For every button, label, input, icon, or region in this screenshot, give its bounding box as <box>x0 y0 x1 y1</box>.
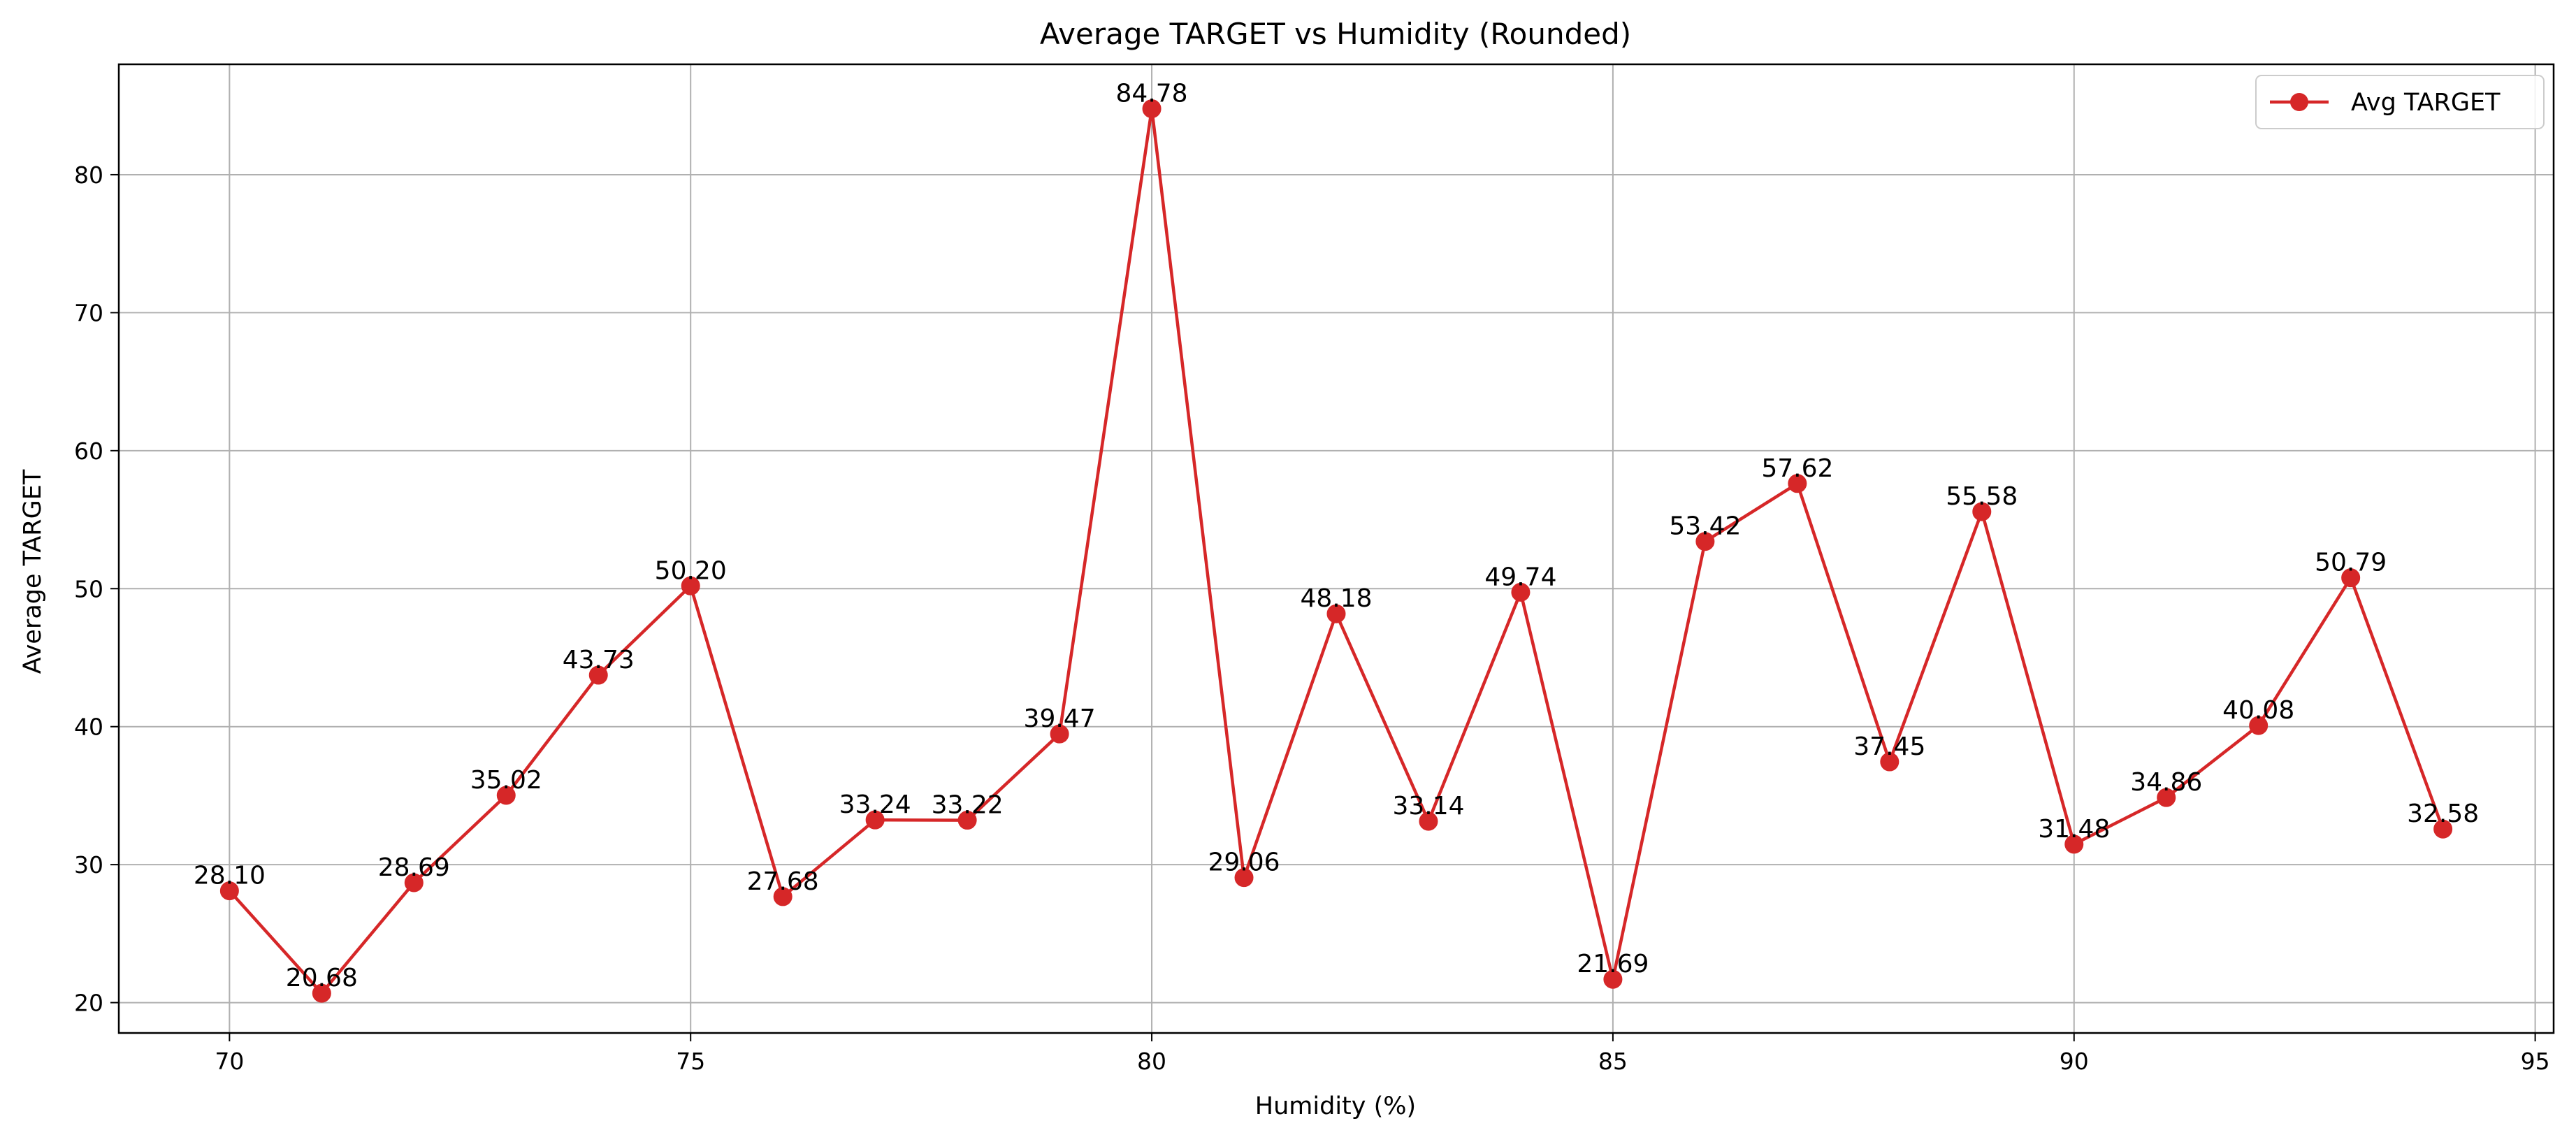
data-point-90 <box>2064 834 2084 854</box>
data-label-85: 21.69 <box>1577 950 1649 978</box>
data-point-94 <box>2433 819 2453 839</box>
data-point-75 <box>681 576 700 595</box>
y-axis-title: Average TARGET <box>19 469 47 674</box>
data-label-74: 43.73 <box>563 646 635 674</box>
y-tick-label-50: 50 <box>74 575 103 602</box>
data-point-77 <box>865 810 885 830</box>
x-tick-label-75: 75 <box>676 1048 705 1075</box>
data-label-83: 33.14 <box>1392 792 1464 821</box>
chart-title: Average TARGET vs Humidity (Rounded) <box>1040 17 1631 51</box>
data-point-71 <box>312 983 331 1003</box>
x-tick-label-70: 70 <box>215 1048 244 1075</box>
data-point-87 <box>1788 474 1807 493</box>
x-tick-label-90: 90 <box>2060 1048 2089 1075</box>
y-tick-label-80: 80 <box>74 161 103 189</box>
data-label-80: 84.78 <box>1116 80 1188 108</box>
data-label-72: 28.69 <box>378 853 450 882</box>
data-label-92: 40.08 <box>2222 696 2294 725</box>
y-tick-label-40: 40 <box>74 714 103 741</box>
data-point-79 <box>1050 724 1069 744</box>
legend-box <box>2255 75 2545 129</box>
x-axis-title: Humidity (%) <box>1255 1092 1416 1120</box>
legend: Avg TARGET <box>2255 75 2545 129</box>
data-label-91: 34.86 <box>2130 768 2202 797</box>
data-point-81 <box>1234 868 1254 888</box>
data-point-89 <box>1972 502 1992 521</box>
data-label-94: 32.58 <box>2407 800 2479 828</box>
legend-label: Avg TARGET <box>2351 89 2501 117</box>
x-tick-label-95: 95 <box>2521 1048 2550 1075</box>
data-point-73 <box>496 786 516 805</box>
data-label-88: 37.45 <box>1853 732 1925 761</box>
y-tick-label-60: 60 <box>74 438 103 465</box>
plot-frame <box>117 63 2555 1034</box>
data-label-78: 33.22 <box>932 791 1004 820</box>
data-point-74 <box>588 665 608 685</box>
data-label-89: 55.58 <box>1946 482 2018 511</box>
data-label-76: 27.68 <box>747 867 819 896</box>
data-label-82: 48.18 <box>1300 584 1372 613</box>
data-point-91 <box>2157 788 2176 807</box>
data-point-70 <box>219 881 239 901</box>
data-point-93 <box>2341 568 2361 588</box>
y-tick-label-30: 30 <box>74 851 103 879</box>
data-label-81: 29.06 <box>1208 848 1280 877</box>
data-label-84: 49.74 <box>1484 563 1556 591</box>
y-tick-label-20: 20 <box>74 990 103 1017</box>
x-tick-label-85: 85 <box>1598 1048 1628 1075</box>
data-label-87: 57.62 <box>1761 454 1833 483</box>
data-labels: 28.10 20.68 28.69 35.02 43.73 50.20 27.68 33.24… <box>194 80 2479 993</box>
data-point-72 <box>404 873 424 892</box>
data-point-92 <box>2249 716 2269 735</box>
data-point-78 <box>957 811 977 830</box>
legend-marker-swatch <box>2290 93 2308 111</box>
grid-lines <box>119 64 2554 1033</box>
y-tick-label-70: 70 <box>74 299 103 326</box>
data-label-75: 50.20 <box>655 556 727 585</box>
data-point-86 <box>1695 532 1715 551</box>
x-tick-label-80: 80 <box>1137 1048 1166 1075</box>
data-label-93: 50.79 <box>2315 549 2387 577</box>
data-point-84 <box>1511 582 1531 602</box>
data-label-73: 35.02 <box>470 766 542 795</box>
data-label-79: 39.47 <box>1024 704 1096 733</box>
data-label-71: 20.68 <box>286 964 358 992</box>
data-label-77: 33.24 <box>839 790 911 819</box>
data-point-80 <box>1142 99 1162 119</box>
data-label-86: 53.42 <box>1669 512 1741 541</box>
data-point-83 <box>1419 811 1438 831</box>
axes: 70 75 80 85 90 95 20 30 40 50 60 70 80 <box>74 63 2555 1075</box>
series-avg-target <box>219 99 2453 1003</box>
data-label-70: 28.10 <box>194 862 266 890</box>
data-point-85 <box>1603 969 1623 989</box>
data-point-88 <box>1880 752 1900 772</box>
data-point-82 <box>1326 604 1346 623</box>
data-point-76 <box>773 887 793 906</box>
data-label-90: 31.48 <box>2038 815 2110 844</box>
